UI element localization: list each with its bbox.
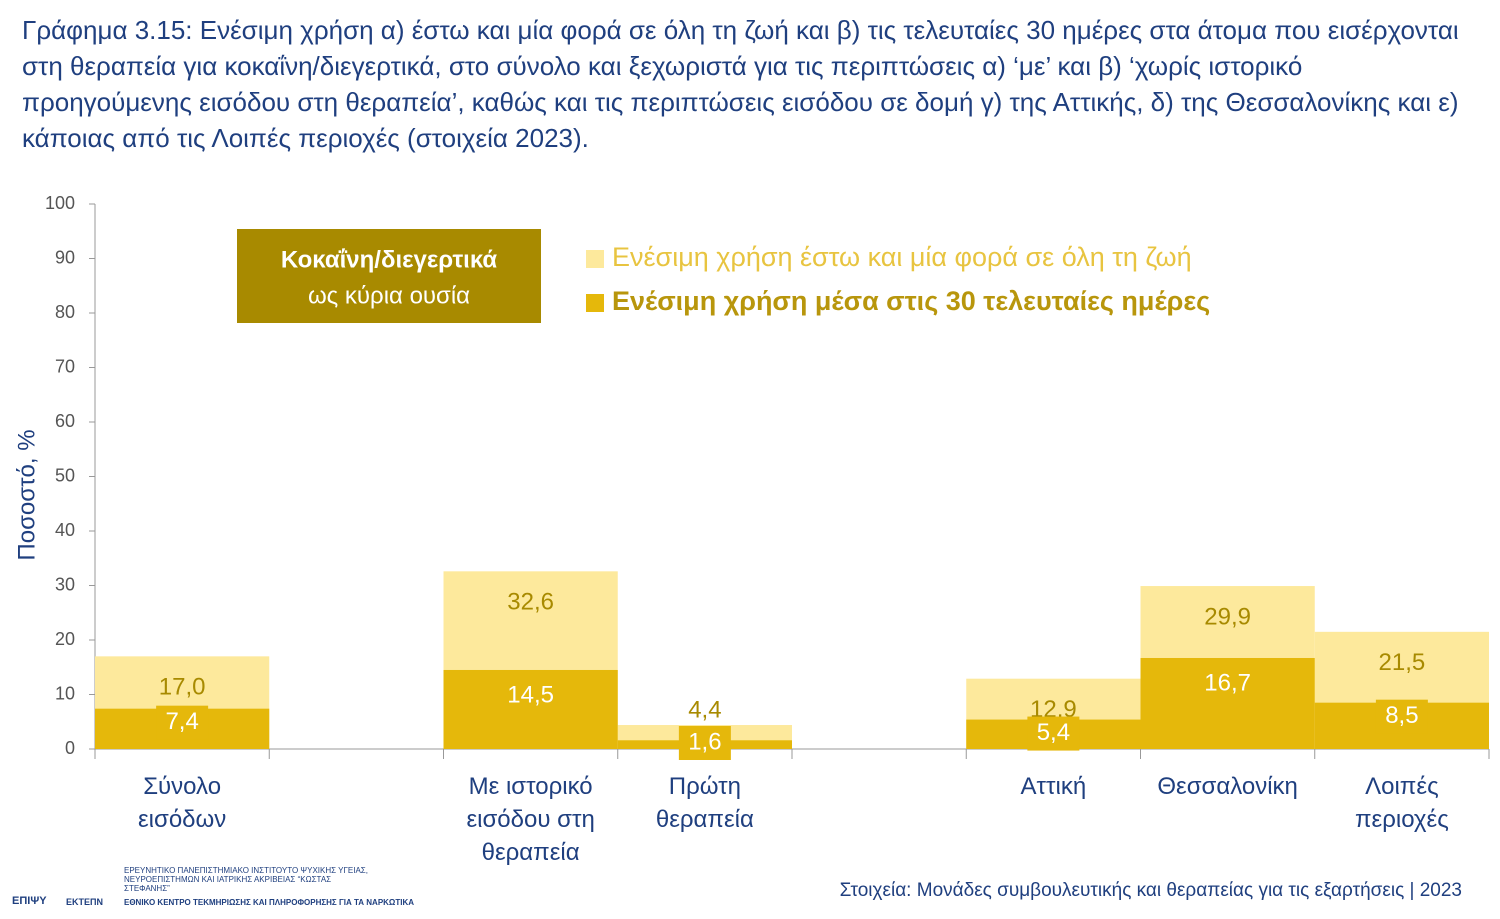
value-label: 17,0 xyxy=(159,674,206,701)
y-tick-label: 60 xyxy=(55,411,75,431)
value-label: 5,4 xyxy=(1037,719,1070,746)
chart-title: Γράφημα 3.15: Ενέσιμη χρήση α) έστω και … xyxy=(22,15,1459,153)
logo: ΕΚΤΕΠΝ xyxy=(66,897,104,907)
label-box xyxy=(678,726,731,760)
label-box xyxy=(156,705,209,740)
legend-label: Ενέσιμη χρήση μέσα στις 30 τελευταίες ημ… xyxy=(612,286,1210,316)
y-axis-label: Ποσοστό, % xyxy=(13,429,40,560)
bar xyxy=(443,669,618,749)
x-tick-label: Λοιπές περιοχές xyxy=(1354,773,1449,833)
legend-label: Ενέσιμη χρήση έστω και μία φορά σε όλη τ… xyxy=(612,242,1192,272)
value-label: 16,7 xyxy=(1204,669,1251,696)
legend-swatch xyxy=(586,250,604,268)
y-tick-label: 40 xyxy=(55,520,75,540)
y-tick-label: 90 xyxy=(55,247,75,267)
annotation-subtitle: ως κύρια ουσία xyxy=(308,282,470,309)
value-label: 4,4 xyxy=(688,696,721,723)
bar xyxy=(1140,657,1315,749)
label-box xyxy=(1027,716,1080,751)
x-tick-label: Με ιστορικό εισόδου στη θεραπεία xyxy=(466,773,595,866)
source: Στοιχεία: Μονάδες συμβουλευτικής και θερ… xyxy=(839,880,1462,901)
centre: ΕΘΝΙΚΟ ΚΕΝΤΡΟ ΤΕΚΜΗΡΙΩΣΗΣ ΚΑΙ ΠΛΗΡΟΦΟΡΗΣ… xyxy=(124,898,415,907)
y-tick-label: 30 xyxy=(55,574,75,594)
x-tick-label: Σύνολο εισόδων xyxy=(137,773,227,833)
logo: ΕΠΙΨΥ xyxy=(12,895,47,907)
label-box xyxy=(1375,699,1428,734)
legend-swatch xyxy=(586,294,604,312)
value-label: 8,5 xyxy=(1385,702,1418,729)
value-label: 32,6 xyxy=(507,589,554,616)
y-tick-label: 80 xyxy=(55,302,75,322)
annotation-title: Κοκαΐνη/διεγερτικά xyxy=(281,246,498,273)
value-label: 1,6 xyxy=(688,728,721,755)
annotation-box xyxy=(237,229,541,323)
x-tick-label: Αττική xyxy=(1020,773,1087,800)
value-label: 21,5 xyxy=(1379,649,1426,676)
y-tick-label: 50 xyxy=(55,465,75,485)
x-tick-label: Πρώτη θεραπεία xyxy=(655,773,754,833)
y-tick-label: 20 xyxy=(55,629,75,649)
x-tick-label: Θεσσαλονίκη xyxy=(1157,773,1298,800)
y-tick-label: 10 xyxy=(55,683,75,703)
y-tick-label: 0 xyxy=(65,738,75,758)
institute: ΕΡΕΥΝΗΤΙΚΟ ΠΑΝΕΠΙΣΤΗΜΙΑΚΟ ΙΝΣΤΙΤΟΥΤΟ ΨΥΧ… xyxy=(124,866,368,893)
value-label: 7,4 xyxy=(165,708,198,735)
y-tick-label: 100 xyxy=(45,193,75,213)
value-label: 29,9 xyxy=(1204,603,1251,630)
value-label: 14,5 xyxy=(507,681,554,708)
y-tick-label: 70 xyxy=(55,356,75,376)
